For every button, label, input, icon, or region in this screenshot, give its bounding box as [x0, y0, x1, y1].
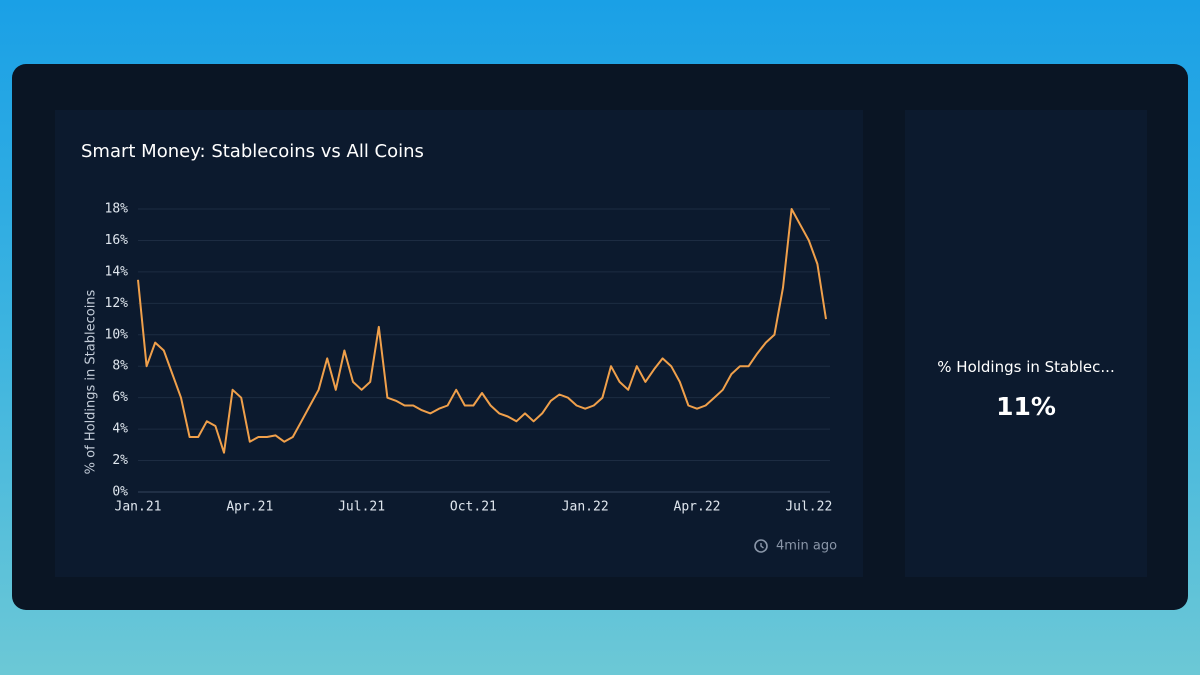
y-tick-label: 10%: [105, 327, 129, 342]
y-tick-label: 2%: [112, 453, 128, 468]
data-line: [137, 208, 827, 454]
kpi-label: % Holdings in Stablec...: [937, 358, 1115, 376]
refresh-icon: [754, 539, 768, 553]
x-tick-label: Jul.21: [338, 500, 385, 515]
y-tick-label: 16%: [105, 233, 129, 248]
y-axis-label: % of Holdings in Stablecoins: [84, 289, 99, 474]
dashboard: Smart Money: Stablecoins vs All Coins % …: [12, 64, 1188, 610]
y-tick-label: 4%: [112, 422, 128, 437]
kpi-value: 11%: [996, 392, 1056, 421]
y-tick-label: 0%: [112, 485, 128, 500]
x-tick-label: Jan.21: [115, 500, 162, 515]
x-tick-label: Jan.22: [562, 500, 609, 515]
y-tick-label: 6%: [112, 390, 128, 405]
x-tick-label: Jul.22: [785, 500, 832, 515]
y-tick-label: 14%: [105, 264, 129, 279]
x-tick-label: Apr.22: [674, 500, 721, 515]
y-tick-label: 12%: [105, 296, 129, 311]
chart-title: Smart Money: Stablecoins vs All Coins: [81, 141, 424, 162]
x-tick-label: Apr.21: [226, 500, 273, 515]
y-tick-label: 8%: [112, 359, 128, 374]
chart: Smart Money: Stablecoins vs All Coins % …: [81, 141, 837, 554]
kpi-card: % Holdings in Stablec... 11%: [905, 110, 1147, 577]
y-tick-label: 18%: [105, 202, 129, 217]
x-tick-label: Oct.21: [450, 500, 497, 515]
updated-time: 4min ago: [776, 539, 837, 554]
chart-card: Smart Money: Stablecoins vs All Coins % …: [55, 110, 863, 577]
